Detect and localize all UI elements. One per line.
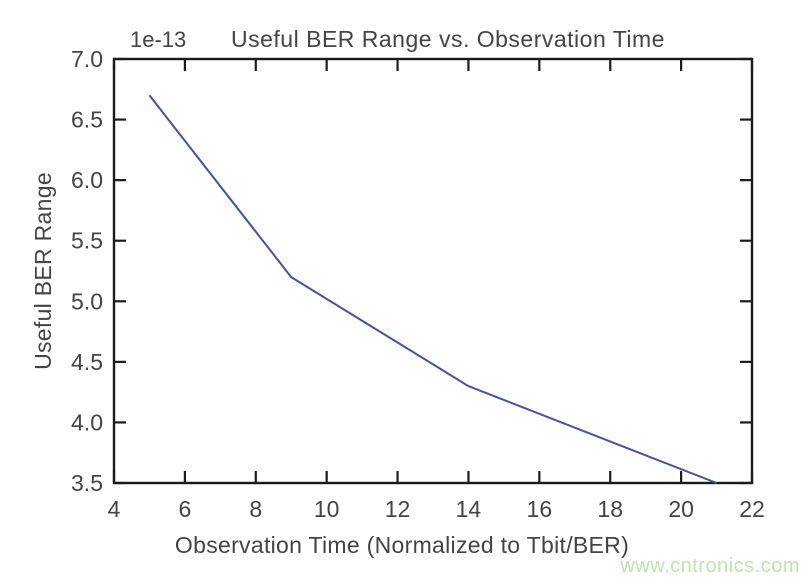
x-tick-label: 12 [385, 496, 411, 522]
x-tick-label: 16 [527, 496, 553, 522]
y-axis-offset-text: 1e-13 [130, 27, 186, 52]
y-axis-label: Useful BER Range [30, 172, 56, 370]
chart-title: Useful BER Range vs. Observation Time [231, 26, 665, 52]
x-tick-label: 20 [668, 496, 694, 522]
y-tick-label: 7.0 [71, 46, 103, 72]
ber-range-line [148, 94, 717, 484]
x-tick-label: 4 [108, 496, 121, 522]
y-tick-label: 5.5 [71, 228, 103, 254]
x-axis-label: Observation Time (Normalized to Tbit/BER… [175, 532, 629, 558]
x-tick-label: 8 [249, 496, 262, 522]
y-tick-label: 5.0 [71, 288, 103, 314]
x-tick-label: 10 [314, 496, 340, 522]
y-tick-label: 6.0 [71, 167, 103, 193]
x-tick-label: 14 [456, 496, 482, 522]
axes-frame [112, 57, 754, 485]
x-tick-label: 6 [178, 496, 191, 522]
watermark: www.cntronics.com [619, 555, 800, 577]
x-tick-label: 18 [597, 496, 623, 522]
y-tick-label: 3.5 [71, 470, 103, 496]
y-tick-label: 4.0 [71, 409, 103, 435]
x-tick-label: 22 [739, 496, 765, 522]
y-tick-label: 6.5 [71, 107, 103, 133]
y-tick-label: 4.5 [71, 349, 103, 375]
